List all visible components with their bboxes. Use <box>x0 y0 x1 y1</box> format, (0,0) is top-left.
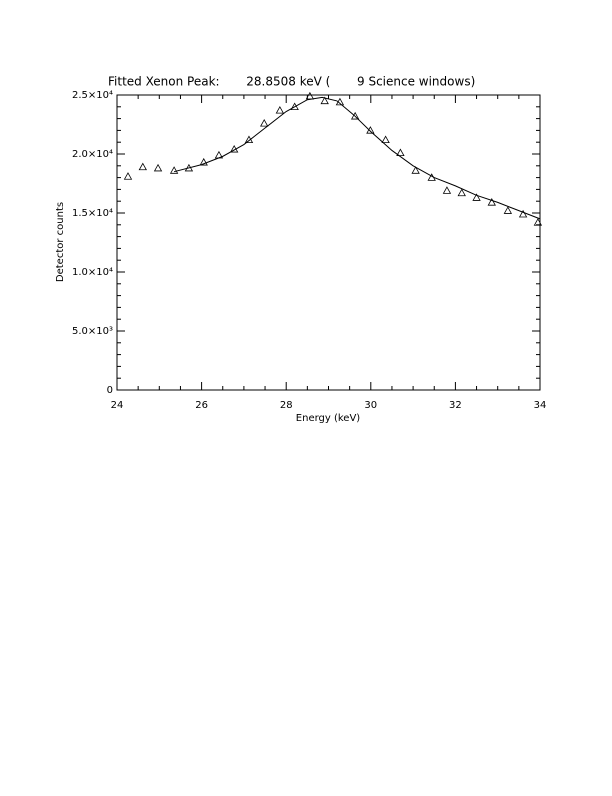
x-tick-label: 26 <box>195 400 208 411</box>
data-point <box>457 188 466 197</box>
data-point <box>472 193 481 201</box>
data-point <box>442 186 452 194</box>
x-tick-label: 30 <box>364 400 377 411</box>
data-point <box>244 135 254 144</box>
data-point <box>533 218 543 226</box>
data-point <box>503 206 513 214</box>
x-tick-label: 24 <box>111 400 124 411</box>
x-axis-label: Energy (keV) <box>296 413 361 424</box>
data-point <box>320 96 329 105</box>
y-tick-label: 5.0×10³ <box>72 326 113 337</box>
data-point <box>138 162 147 171</box>
data-point <box>518 209 528 218</box>
fit-line <box>173 96 541 220</box>
x-tick-label: 28 <box>280 400 293 411</box>
data-point <box>123 172 133 180</box>
data-point <box>366 126 375 134</box>
y-tick-label: 1.0×10⁴ <box>72 267 113 278</box>
data-point <box>153 163 163 172</box>
y-tick-label: 2.0×10⁴ <box>72 149 113 160</box>
x-tick-label: 32 <box>449 400 462 411</box>
data-point <box>290 102 299 110</box>
data-point <box>396 148 405 157</box>
data-point <box>487 198 496 206</box>
data-point <box>199 157 208 166</box>
y-tick-label: 1.5×10⁴ <box>72 208 113 219</box>
data-point <box>411 166 420 174</box>
data-point <box>381 135 390 144</box>
data-point <box>169 166 179 174</box>
data-point <box>275 106 285 114</box>
x-tick-label: 34 <box>534 400 547 411</box>
data-point <box>260 118 269 127</box>
chart-title: Fitted Xenon Peak: 28.8508 keV ( 9 Scien… <box>108 75 475 89</box>
y-tick-label: 0 <box>107 385 113 396</box>
plot-frame <box>116 94 541 391</box>
y-tick-label: 2.5×10⁴ <box>72 90 113 101</box>
y-axis-label: Detector counts <box>55 202 66 282</box>
data-point <box>350 111 360 120</box>
